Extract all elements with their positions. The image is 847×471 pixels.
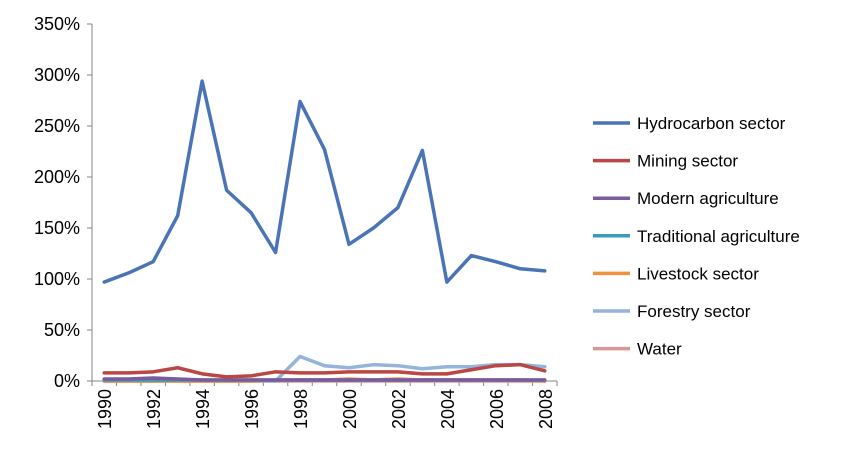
- legend-label-forestry-sector: Forestry sector: [637, 302, 751, 321]
- y-tick-label: 200%: [34, 167, 80, 187]
- legend-label-traditional-agriculture: Traditional agriculture: [637, 227, 800, 246]
- y-tick-label: 100%: [34, 269, 80, 289]
- x-tick-label: 2002: [389, 389, 409, 429]
- x-tick-group: 1990 1992 1994 1996 1998 2000 2002 2004 2006 2008: [91, 381, 558, 429]
- legend-label-water: Water: [637, 340, 682, 359]
- x-tick-label: 1994: [193, 389, 213, 429]
- x-tick-label: 2006: [487, 389, 507, 429]
- legend-label-mining-sector: Mining sector: [637, 152, 738, 171]
- x-tick-label: 1992: [144, 389, 164, 429]
- series-line-mining-sector: [102, 362, 547, 379]
- y-tick-label: 0%: [54, 371, 80, 391]
- y-tick-label: 350%: [34, 14, 80, 34]
- legend-label-hydrocarbon-sector: Hydrocarbon sector: [637, 114, 786, 133]
- y-tick-label: 150%: [34, 218, 80, 238]
- x-tick-label: 1996: [242, 389, 262, 429]
- y-tick-group: 0% 50% 100% 150% 200% 250% 300% 350%: [34, 14, 92, 391]
- y-tick-label: 300%: [34, 65, 80, 85]
- legend-label-modern-agriculture: Modern agriculture: [637, 189, 779, 208]
- x-tick-label: 1998: [291, 389, 311, 429]
- series-line-modern-agriculture: [102, 376, 547, 382]
- legend: Hydrocarbon sector Mining sector Modern ag…: [593, 114, 800, 359]
- y-tick-label: 250%: [34, 116, 80, 136]
- legend-label-livestock-sector: Livestock sector: [637, 264, 759, 283]
- y-tick-label: 50%: [44, 320, 80, 340]
- x-tick-label: 2008: [536, 389, 556, 429]
- x-tick-label: 2000: [340, 389, 360, 429]
- x-tick-label: 2004: [438, 389, 458, 429]
- x-tick-label: 1990: [95, 389, 115, 429]
- series-lines: [102, 79, 547, 383]
- series-line-hydrocarbon-sector: [102, 79, 547, 284]
